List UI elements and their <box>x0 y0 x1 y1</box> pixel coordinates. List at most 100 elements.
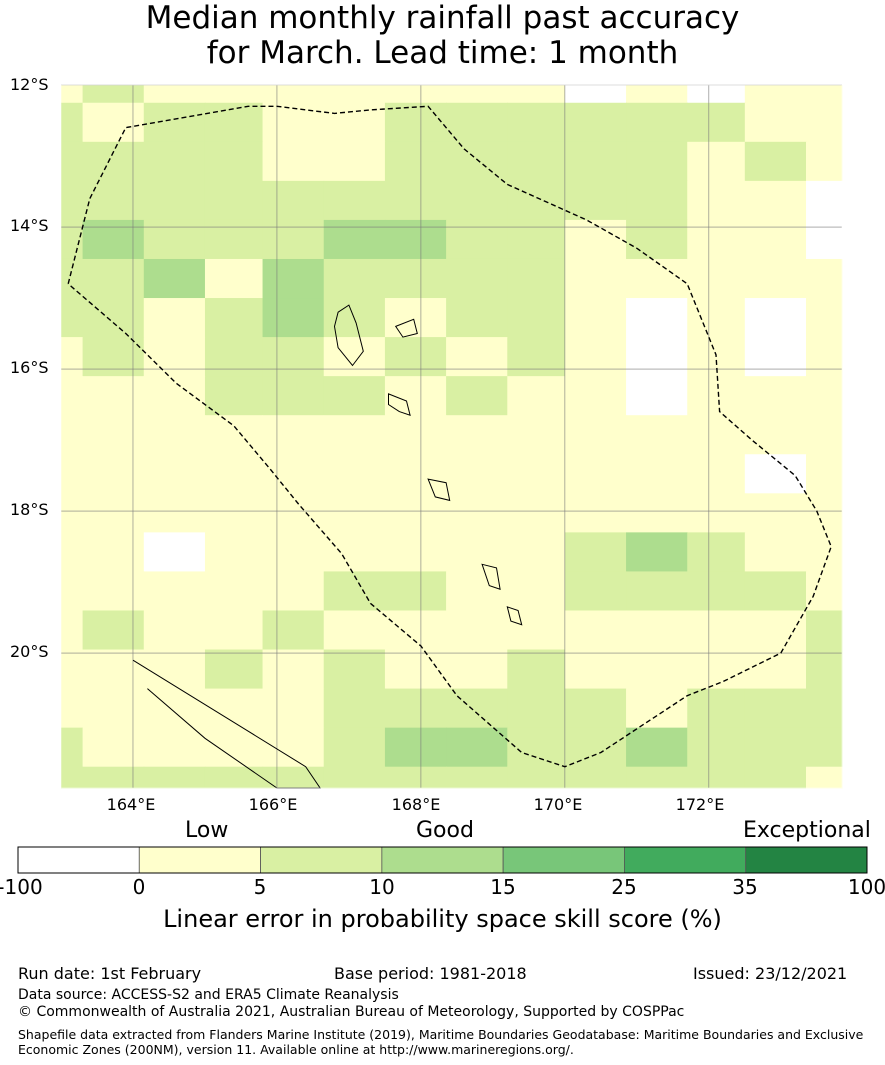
skill-cell <box>744 454 807 494</box>
skill-cell <box>806 649 843 690</box>
skill-cell <box>564 571 627 611</box>
skill-cell <box>61 102 84 143</box>
skill-cell <box>687 298 746 338</box>
skill-cell <box>143 493 206 533</box>
skill-cell <box>564 298 627 338</box>
skill-cell <box>384 415 447 455</box>
skill-cell <box>204 415 264 455</box>
skill-cell <box>82 454 145 494</box>
island-outline <box>388 393 411 416</box>
skill-cell <box>204 649 264 690</box>
skill-cell <box>384 219 447 260</box>
skill-cell <box>82 102 145 143</box>
skill-cell <box>262 454 325 494</box>
skill-cell <box>82 376 145 416</box>
skill-cell <box>687 454 746 494</box>
skill-cell <box>204 102 264 143</box>
skill-cell <box>143 727 206 768</box>
skill-cell <box>61 766 84 789</box>
skill-cell <box>626 337 688 377</box>
skill-cell <box>507 85 566 104</box>
skill-cell <box>204 376 264 416</box>
skill-cell <box>744 337 807 377</box>
skill-cell <box>323 376 386 416</box>
skill-cell <box>262 493 325 533</box>
colorbar-tick: 5 <box>253 875 267 899</box>
skill-cell <box>323 454 386 494</box>
skill-cell <box>384 102 447 143</box>
lon-label-172e: 172°E <box>675 795 725 814</box>
issued-date: Issued: 23/12/2021 <box>693 964 848 983</box>
skill-cell <box>262 85 325 104</box>
colorbar-tick: 0 <box>132 875 146 899</box>
skill-cell <box>744 415 807 455</box>
skill-cell <box>384 454 447 494</box>
skill-cell <box>507 415 566 455</box>
skill-cell <box>507 766 566 789</box>
skill-cell <box>384 85 447 104</box>
skill-cell <box>384 649 447 690</box>
skill-cell <box>143 571 206 611</box>
skill-cell <box>143 180 206 221</box>
skill-cell <box>384 571 447 611</box>
skill-cell <box>61 571 84 611</box>
skill-cell <box>82 180 145 221</box>
skill-cell <box>323 493 386 533</box>
skill-cell <box>744 610 807 651</box>
skill-cell <box>323 102 386 143</box>
colorbar-tick: 15 <box>490 875 516 899</box>
skill-cell <box>446 649 508 690</box>
skill-cell <box>744 493 807 533</box>
skill-cell <box>143 298 206 338</box>
skill-cell <box>262 376 325 416</box>
skill-cell <box>687 688 746 729</box>
skill-cell <box>262 571 325 611</box>
skill-cell <box>82 141 145 182</box>
skill-cell <box>262 532 325 572</box>
colorbar-tick: 35 <box>732 875 758 899</box>
skill-cell <box>564 258 627 299</box>
skill-cell <box>806 180 843 221</box>
skill-cell <box>446 376 508 416</box>
skill-cell <box>262 258 325 299</box>
skill-cell <box>323 337 386 377</box>
skill-cell <box>687 219 746 260</box>
skill-cell <box>626 454 688 494</box>
skill-cell <box>446 493 508 533</box>
skill-cell <box>384 493 447 533</box>
skill-cell <box>564 688 627 729</box>
skill-cell <box>507 337 566 377</box>
colorbar-segment <box>260 846 383 874</box>
skill-cell <box>806 376 843 416</box>
skill-cell <box>323 85 386 104</box>
category-exceptional: Exceptional <box>743 818 871 843</box>
skill-cell <box>61 298 84 338</box>
skill-cell <box>61 376 84 416</box>
skill-cell <box>626 571 688 611</box>
skill-cell <box>626 415 688 455</box>
skill-cell <box>564 376 627 416</box>
lon-label-164e: 164°E <box>106 795 156 814</box>
skill-cell <box>262 610 325 651</box>
skill-cell <box>446 688 508 729</box>
skill-cell <box>384 141 447 182</box>
skill-cell <box>564 766 627 789</box>
island-outline <box>394 318 418 338</box>
skill-cell <box>204 180 264 221</box>
skill-cell <box>446 454 508 494</box>
island-outline <box>481 563 501 590</box>
skill-cell <box>507 219 566 260</box>
skill-cell <box>61 610 84 651</box>
skill-cell <box>564 337 627 377</box>
skill-cell <box>204 688 264 729</box>
skill-cell <box>61 727 84 768</box>
copyright: © Commonwealth of Australia 2021, Austra… <box>18 1004 685 1020</box>
skill-cell <box>446 102 508 143</box>
skill-cell <box>507 298 566 338</box>
skill-cell <box>323 688 386 729</box>
skill-cell <box>323 219 386 260</box>
skill-cell <box>744 219 807 260</box>
colorbar <box>17 846 868 874</box>
skill-cell <box>806 102 843 143</box>
skill-cell <box>204 337 264 377</box>
